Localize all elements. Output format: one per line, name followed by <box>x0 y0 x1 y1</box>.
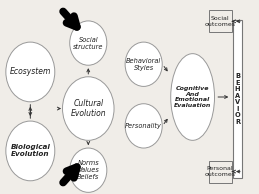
Ellipse shape <box>171 54 214 140</box>
Ellipse shape <box>62 77 114 140</box>
Text: Social
outcomes: Social outcomes <box>205 16 236 27</box>
Ellipse shape <box>70 148 107 192</box>
Text: Personality: Personality <box>125 123 162 129</box>
Text: B
E
H
A
V
I
O
R: B E H A V I O R <box>235 73 240 125</box>
Ellipse shape <box>70 21 107 65</box>
Ellipse shape <box>125 104 162 148</box>
Ellipse shape <box>6 42 55 102</box>
Text: Cognitive
And
Emotional
Evaluation: Cognitive And Emotional Evaluation <box>174 86 211 108</box>
Text: Personal
outcomes: Personal outcomes <box>205 166 236 177</box>
Ellipse shape <box>125 42 162 86</box>
Text: Behavioral
Styles: Behavioral Styles <box>126 58 161 71</box>
Ellipse shape <box>6 121 55 181</box>
FancyBboxPatch shape <box>233 20 242 178</box>
Text: Ecosystem: Ecosystem <box>10 68 51 76</box>
Text: Social
structure: Social structure <box>73 36 104 50</box>
Text: Cultural
Evolution: Cultural Evolution <box>70 99 106 118</box>
Text: Norms
Values
Beliefs: Norms Values Beliefs <box>77 160 99 180</box>
Text: Biological
Evolution: Biological Evolution <box>10 144 50 158</box>
